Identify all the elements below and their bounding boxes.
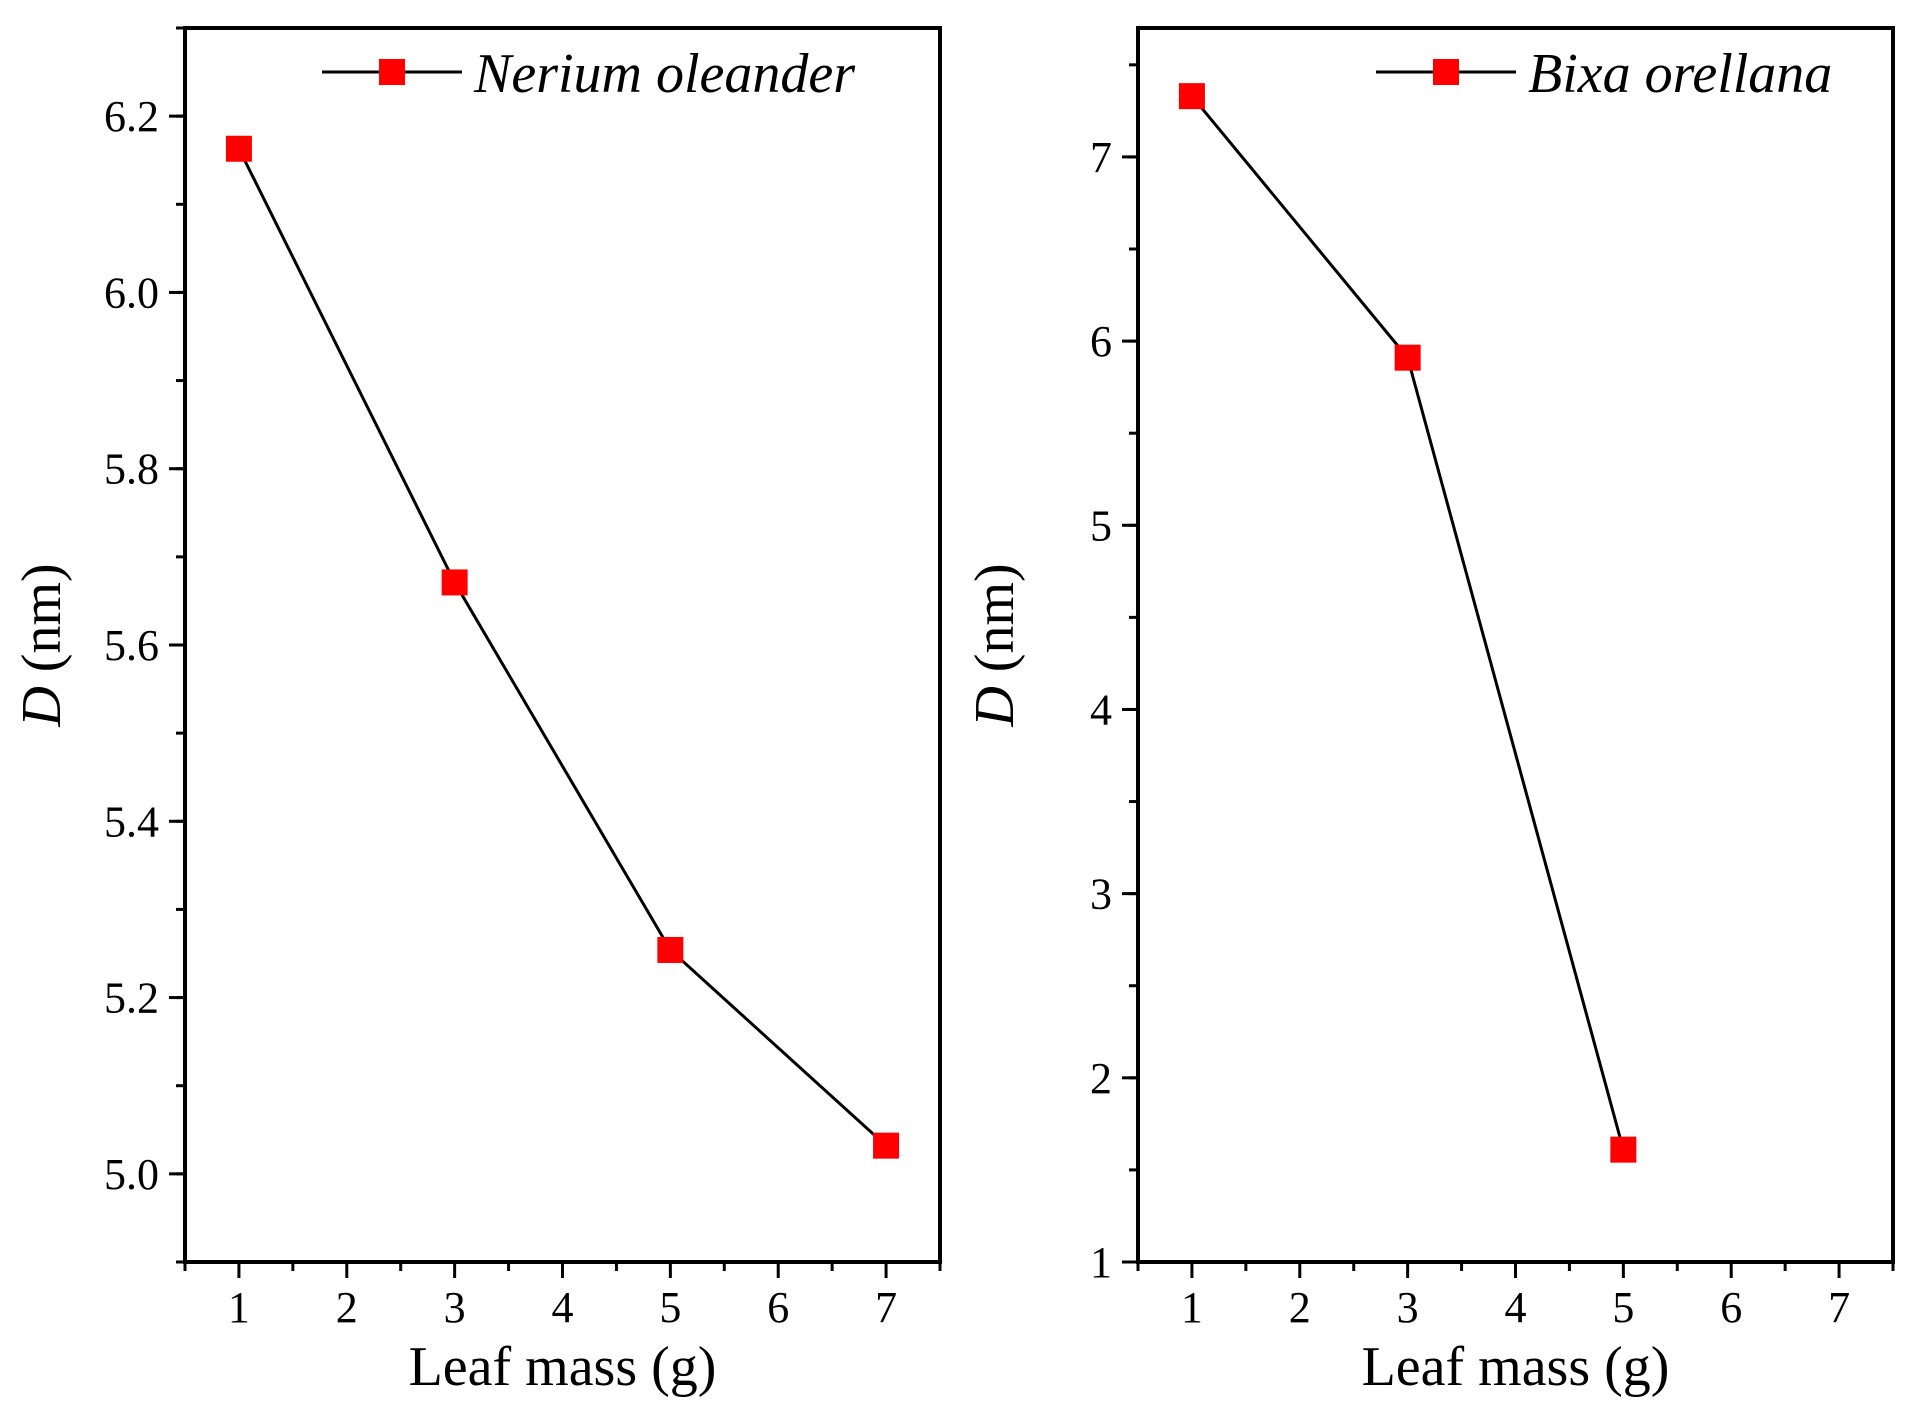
y-tick-label: 7 xyxy=(1090,133,1112,182)
y-tick-label: 5 xyxy=(1090,501,1112,550)
chart-nerium-oleander: 1 2 3 4 5 6 7 5.0 5.2 5.4 5.6 5.8 6.0 6.2 Leaf mass (g… xyxy=(11,26,942,1398)
x-tick-label: 5 xyxy=(1612,1283,1634,1332)
data-point xyxy=(441,569,468,596)
x-axis-title: Leaf mass (g) xyxy=(1362,1336,1670,1398)
x-tick-label: 2 xyxy=(1289,1283,1311,1332)
x-tick-label: 3 xyxy=(1397,1283,1419,1332)
x-tick-label: 4 xyxy=(1505,1283,1527,1332)
y-tick-label: 6.0 xyxy=(104,268,159,317)
x-tick-label: 6 xyxy=(1720,1283,1742,1332)
data-point xyxy=(1178,83,1205,110)
legend-marker xyxy=(379,59,405,85)
x-tick-label: 2 xyxy=(336,1283,358,1332)
legend-label: Bixa orellana xyxy=(1528,43,1832,105)
x-tick-label: 1 xyxy=(1181,1283,1203,1332)
series-line xyxy=(1190,95,1625,1151)
x-tick-label: 6 xyxy=(767,1283,789,1332)
y-axis-title: D (nm) xyxy=(11,563,73,727)
data-point xyxy=(873,1132,900,1159)
y-tick-label: 5.8 xyxy=(104,445,159,494)
y-tick-label: 5.0 xyxy=(104,1150,159,1199)
y-tick-label: 5.6 xyxy=(104,621,159,670)
x-tick-label: 7 xyxy=(875,1283,897,1332)
y-tick-label: 4 xyxy=(1090,685,1112,734)
y-tick-label: 3 xyxy=(1090,870,1112,919)
data-point xyxy=(1610,1136,1637,1163)
y-axis-title-variable: D xyxy=(964,686,1026,727)
y-tick-label: 5.2 xyxy=(104,974,159,1023)
y-axis-title-unit: (nm) xyxy=(964,563,1026,686)
legend-label: Nerium oleander xyxy=(473,43,855,105)
y-tick-label: 5.4 xyxy=(104,797,159,846)
y-tick-label: 6 xyxy=(1090,317,1112,366)
x-tick-label: 7 xyxy=(1828,1283,1850,1332)
chart-bixa-orellana: 1 2 3 4 5 6 7 1 2 3 4 5 6 7 Leaf mass (g) D (nm) Bixa or… xyxy=(964,26,1895,1398)
y-tick-label: 2 xyxy=(1090,1054,1112,1103)
y-axis-title-unit: (nm) xyxy=(11,563,73,686)
x-tick-label: 5 xyxy=(659,1283,681,1332)
x-tick-label: 4 xyxy=(552,1283,574,1332)
y-tick-label: 1 xyxy=(1090,1238,1112,1287)
plot-frame xyxy=(1136,26,1895,1264)
y-tick-label: 6.2 xyxy=(104,92,159,141)
data-point xyxy=(225,135,252,162)
y-axis-title-variable: D xyxy=(11,686,73,727)
data-point xyxy=(1394,344,1421,371)
legend-marker xyxy=(1433,59,1459,85)
x-tick-label: 3 xyxy=(444,1283,466,1332)
y-axis-title: D (nm) xyxy=(964,563,1026,727)
series-line xyxy=(237,148,888,1147)
x-tick-label: 1 xyxy=(228,1283,250,1332)
plot-frame xyxy=(183,26,942,1264)
x-axis-title: Leaf mass (g) xyxy=(409,1336,717,1398)
data-point xyxy=(657,936,684,963)
